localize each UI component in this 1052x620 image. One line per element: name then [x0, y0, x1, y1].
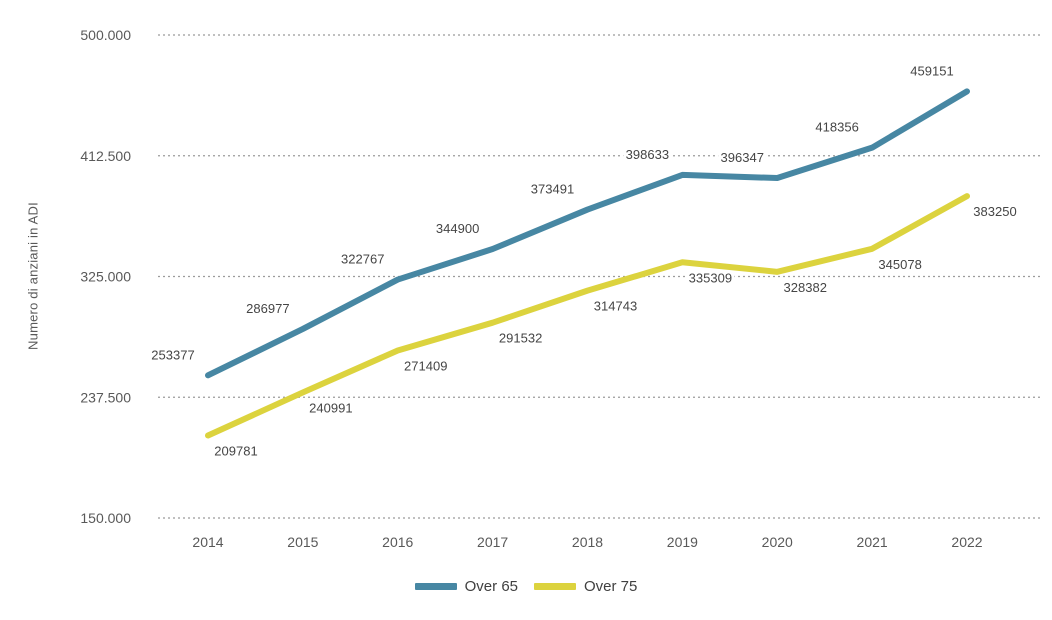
data-label-over-65: 286977	[246, 301, 289, 316]
data-label-over-75: 335309	[689, 270, 732, 285]
data-label-over-75: 383250	[973, 204, 1016, 219]
data-label-over-65: 398633	[626, 147, 669, 162]
data-label-over-75: 209781	[214, 444, 257, 459]
data-label-over-75: 314743	[594, 299, 637, 314]
data-label-over-65: 322767	[341, 252, 384, 267]
data-label-over-65: 418356	[815, 120, 858, 135]
x-tick-label: 2017	[477, 534, 508, 550]
data-label-over-65: 344900	[436, 221, 479, 236]
data-label-over-75: 271409	[404, 358, 447, 373]
data-label-over-75: 291532	[499, 331, 542, 346]
legend-item-over-75: Over 75	[534, 578, 637, 595]
data-label-over-75: 345078	[878, 257, 921, 272]
x-tick-label: 2014	[192, 534, 223, 550]
legend-swatch-over-75	[534, 583, 576, 590]
y-tick-label: 150.000	[80, 510, 131, 526]
y-tick-label: 412.500	[80, 148, 131, 164]
x-tick-label: 2016	[382, 534, 413, 550]
legend-item-over-65: Over 65	[414, 578, 518, 595]
y-tick-label: 325.000	[80, 269, 131, 285]
x-tick-label: 2022	[951, 534, 982, 550]
x-tick-label: 2021	[857, 534, 888, 550]
data-label-over-75: 240991	[309, 400, 352, 415]
data-label-over-65: 373491	[531, 182, 574, 197]
y-tick-label: 500.000	[80, 27, 131, 43]
x-tick-label: 2020	[762, 534, 793, 550]
series-line-over-65	[205, 88, 970, 379]
x-tick-label: 2015	[287, 534, 318, 550]
legend: Over 65 Over 75	[0, 578, 1052, 595]
data-label-over-75: 328382	[784, 280, 827, 295]
x-tick-label: 2019	[667, 534, 698, 550]
y-axis-title: Numero di anziani in ADI	[25, 202, 41, 350]
series-line-over-75	[205, 193, 970, 439]
x-tick-label: 2018	[572, 534, 603, 550]
legend-label-over-65: Over 65	[464, 578, 518, 595]
data-label-over-65: 396347	[721, 150, 764, 165]
legend-label-over-75: Over 75	[584, 578, 638, 595]
data-label-over-65: 253377	[151, 347, 194, 362]
y-tick-label: 237.500	[80, 389, 131, 405]
legend-swatch-over-65	[414, 583, 457, 590]
data-label-over-65: 459151	[910, 63, 953, 78]
